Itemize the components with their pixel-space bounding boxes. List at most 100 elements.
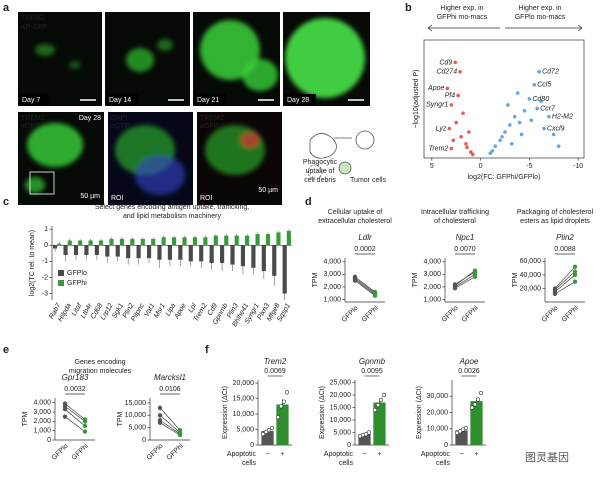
schematic-label: uptake of — [306, 168, 335, 175]
bar — [94, 245, 99, 255]
annotation: GFPhi mo-macs — [437, 14, 488, 21]
stain-label: KP-GFP — [21, 24, 47, 31]
point — [449, 146, 454, 151]
pair-line — [354, 280, 376, 296]
pair-line — [354, 279, 376, 295]
point — [537, 70, 541, 74]
schematic-label: Phagocytic — [303, 159, 338, 166]
point — [375, 402, 381, 408]
annotation: GFPlo mo-macs — [515, 14, 566, 21]
bar — [213, 235, 218, 246]
point — [469, 405, 475, 410]
y-tick-label: 0 — [250, 442, 254, 449]
day-label: Day 7 — [22, 97, 40, 104]
point — [363, 432, 369, 437]
y-tick-label: 15,000 — [125, 400, 147, 407]
pair-line — [454, 274, 476, 288]
point — [472, 268, 478, 273]
gene-label: Pf4 — [445, 92, 456, 99]
y-tick-label: -3 — [42, 290, 48, 297]
point — [470, 152, 475, 157]
pair-line — [64, 403, 86, 420]
y-tick-label: 0 — [347, 442, 351, 449]
bar — [209, 245, 214, 263]
bar — [240, 245, 246, 267]
y-tick-label: 0 — [44, 242, 48, 249]
panel-label: e — [3, 344, 9, 356]
bar — [109, 238, 114, 246]
gene-label: Cxcl9 — [547, 125, 565, 132]
point — [456, 93, 460, 98]
point — [527, 97, 532, 101]
point — [490, 149, 495, 153]
pair-line — [354, 277, 376, 294]
point — [269, 425, 275, 431]
point — [366, 430, 372, 435]
pair-line — [64, 406, 86, 422]
day-label: Day 14 — [109, 97, 131, 104]
y-axis-label: TPM — [312, 272, 319, 287]
watermark: 图灵基因 — [525, 451, 569, 464]
x-tick-label: GFPlo — [341, 305, 360, 324]
microscopy-row — [18, 12, 375, 205]
chart-title: Intracellular trafficking — [421, 209, 489, 216]
y-tick-label: 1,000 — [423, 296, 441, 303]
point — [278, 404, 284, 409]
pair-line — [554, 271, 576, 291]
point — [535, 106, 539, 111]
p-value: 0.0032 — [64, 386, 86, 393]
group-label: Apoptotic — [324, 451, 354, 458]
point — [532, 83, 537, 87]
gene-label: Ccl5 — [537, 82, 551, 89]
y-axis-label: Expression (ΔCt) — [319, 386, 326, 439]
gene-label: Cd80 — [532, 96, 549, 103]
panel-label: b — [405, 2, 412, 14]
point — [556, 144, 561, 148]
point — [542, 126, 546, 131]
point — [157, 420, 163, 425]
point — [493, 144, 498, 148]
point — [284, 390, 290, 395]
bar — [265, 234, 271, 246]
point — [445, 86, 450, 91]
y-tick-label: 10,000 — [330, 417, 352, 424]
point — [452, 283, 458, 288]
legend-label: GFPlo — [67, 270, 87, 277]
point — [449, 103, 454, 107]
roi-label: ROI — [200, 195, 213, 202]
bar — [358, 434, 371, 445]
arrow — [505, 24, 583, 32]
point — [529, 118, 534, 123]
bar — [261, 245, 266, 272]
pair-line — [554, 281, 576, 295]
point — [260, 432, 266, 437]
bar — [88, 240, 93, 246]
point — [572, 264, 578, 269]
pair-line — [554, 266, 576, 289]
point — [572, 272, 578, 278]
bar — [78, 240, 83, 246]
gene-label: Plin2 — [556, 233, 574, 242]
y-axis-label: TPM — [412, 272, 419, 287]
gene-label: Lyz — [436, 125, 447, 132]
point — [515, 91, 520, 95]
legend-swatch — [58, 270, 64, 276]
group-label: cells — [436, 460, 451, 467]
point — [463, 425, 469, 431]
bar — [199, 245, 204, 262]
bar — [146, 245, 152, 259]
annotation: Higher exp. in — [518, 5, 561, 12]
stain-label: DAPI — [111, 115, 127, 122]
point — [381, 392, 387, 398]
bar — [98, 240, 104, 246]
point — [510, 142, 514, 146]
point — [498, 138, 502, 143]
point — [472, 402, 478, 407]
x-tick-label: + — [377, 451, 381, 458]
y-tick-label: 1,000 — [33, 428, 51, 435]
point — [82, 419, 88, 424]
point — [275, 415, 281, 420]
x-axis-label: log2(FC: GFPhi/GFPlo) — [468, 174, 541, 181]
bar — [373, 402, 386, 445]
